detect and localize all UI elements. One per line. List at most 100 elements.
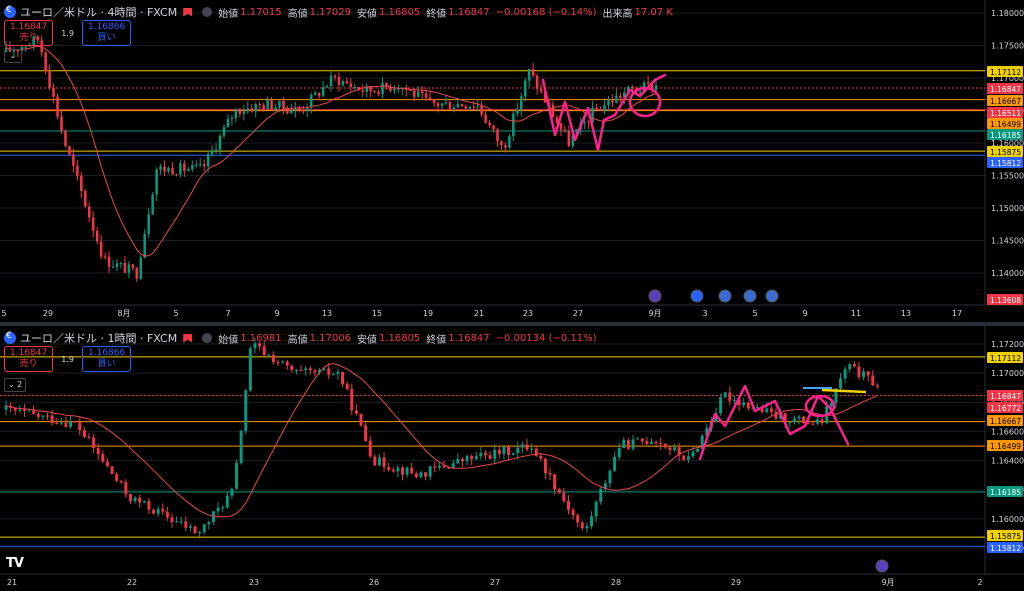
candle-body bbox=[349, 83, 353, 87]
candle-body bbox=[188, 526, 192, 528]
candle-body bbox=[862, 371, 866, 378]
eye-icon[interactable] bbox=[202, 333, 213, 343]
buy-label: 買い bbox=[97, 33, 116, 43]
open-value: 1.16981 bbox=[240, 332, 282, 344]
candle-body bbox=[456, 458, 460, 464]
buy-button[interactable]: 1.16866 買い bbox=[81, 20, 132, 46]
candle-body bbox=[456, 104, 460, 108]
symbol-title[interactable]: ユーロ／米ドル · 1時間 · FXCM bbox=[20, 332, 178, 345]
candle-body bbox=[345, 384, 349, 389]
candle-body bbox=[654, 85, 658, 91]
candle-body bbox=[646, 82, 650, 84]
candle-body bbox=[470, 456, 474, 460]
price-tag-label: 1.16772 bbox=[990, 404, 1021, 413]
candle-body bbox=[276, 362, 280, 364]
high-value: 1.17006 bbox=[309, 332, 351, 344]
flag-icon[interactable] bbox=[183, 7, 193, 17]
price-tag bbox=[987, 95, 1023, 106]
eye-icon[interactable] bbox=[202, 7, 213, 17]
candle-body bbox=[397, 88, 400, 90]
candle-body bbox=[115, 474, 119, 481]
collapse-button[interactable]: ⌄ bbox=[4, 49, 22, 63]
candle-body bbox=[111, 266, 115, 268]
low-value: 1.16805 bbox=[378, 6, 421, 18]
candle-body bbox=[580, 522, 584, 529]
time-axis-label: 9 bbox=[274, 309, 279, 318]
candle-body bbox=[359, 413, 363, 426]
candle-body bbox=[309, 95, 313, 108]
candle-body bbox=[613, 456, 617, 471]
trade-buttons-1h: 1.16847 売り 1.9 1.16866 買い bbox=[4, 346, 132, 372]
candle-body bbox=[875, 385, 879, 387]
chart-canvas-4h[interactable]: 1.180001.175001.170001.165001.160001.155… bbox=[0, 0, 1024, 322]
tradingview-logo[interactable]: TV bbox=[6, 556, 24, 571]
candle-body bbox=[72, 154, 75, 166]
time-axis-label: 21 bbox=[7, 578, 17, 587]
candle-body bbox=[769, 408, 773, 412]
sell-button[interactable]: 1.16847 売り bbox=[4, 346, 54, 372]
indicator-toggle[interactable]: ⌄ 2 bbox=[4, 378, 26, 392]
candle-body bbox=[163, 166, 166, 172]
candle-body bbox=[543, 91, 547, 103]
candle-body bbox=[105, 461, 109, 467]
candle-body bbox=[350, 388, 354, 411]
candle-body bbox=[333, 75, 337, 77]
candle-body bbox=[535, 75, 539, 89]
candle-body bbox=[585, 526, 589, 529]
spread-value: 1.9 bbox=[61, 354, 74, 364]
candle-body bbox=[12, 50, 16, 52]
candle-body bbox=[170, 517, 174, 523]
candle-body bbox=[484, 114, 487, 123]
economic-event-icon bbox=[718, 289, 732, 303]
candle-body bbox=[650, 83, 654, 91]
candle-body bbox=[221, 507, 225, 509]
candle-body bbox=[444, 102, 448, 104]
candle-body bbox=[299, 370, 303, 372]
sell-button[interactable]: 1.16847 売り bbox=[4, 20, 54, 46]
chart-canvas-1h[interactable]: 1.172001.170001.168001.166001.164001.162… bbox=[0, 326, 1024, 591]
price-tag-label: 1.16847 bbox=[990, 392, 1021, 401]
pane-splitter[interactable] bbox=[0, 322, 1024, 326]
price-tag bbox=[987, 440, 1023, 451]
price-axis-label: 1.15500 bbox=[991, 172, 1024, 181]
candle-body bbox=[336, 371, 340, 374]
economic-event-icon bbox=[765, 289, 779, 303]
high-label: 高値 bbox=[287, 334, 308, 346]
candle-body bbox=[361, 90, 364, 92]
time-axis-label: 11 bbox=[851, 309, 861, 318]
time-axis-label: 7 bbox=[225, 309, 230, 318]
buy-label: 買い bbox=[97, 359, 116, 369]
candle-body bbox=[250, 108, 254, 112]
price-tag bbox=[987, 415, 1023, 426]
candle-body bbox=[99, 241, 103, 257]
price-tag bbox=[987, 352, 1023, 363]
chart-pane-4h[interactable]: 1.180001.175001.170001.165001.160001.155… bbox=[0, 0, 1024, 322]
candle-body bbox=[381, 82, 384, 95]
candle-body bbox=[765, 408, 769, 413]
candle-body bbox=[274, 107, 277, 110]
candle-body bbox=[623, 92, 626, 98]
candle-body bbox=[797, 416, 801, 419]
candle-body bbox=[424, 472, 428, 477]
price-axis-label: 1.17500 bbox=[991, 42, 1024, 51]
buy-button[interactable]: 1.16866 買い bbox=[81, 346, 132, 372]
candle-body bbox=[557, 489, 561, 493]
candle-body bbox=[234, 109, 238, 118]
economic-event-icon bbox=[875, 559, 889, 573]
candle-body bbox=[285, 361, 289, 366]
candle-body bbox=[543, 458, 547, 474]
price-axis-label: 1.14000 bbox=[991, 269, 1024, 278]
price-axis-label: 1.17000 bbox=[991, 74, 1024, 83]
chart-pane-1h[interactable]: 1.172001.170001.168001.166001.164001.162… bbox=[0, 326, 1024, 591]
candle-body bbox=[571, 135, 575, 147]
candle-body bbox=[152, 509, 156, 514]
drawing-circle bbox=[628, 86, 662, 118]
low-value: 1.16805 bbox=[378, 332, 421, 344]
flag-icon[interactable] bbox=[183, 333, 193, 343]
time-axis-label: 27 bbox=[573, 309, 583, 318]
symbol-title[interactable]: ユーロ／米ドル · 4時間 · FXCM bbox=[20, 6, 178, 19]
candle-body bbox=[534, 448, 538, 456]
candle-body bbox=[294, 107, 297, 111]
candle-body bbox=[230, 488, 234, 496]
candle-body bbox=[539, 88, 543, 92]
